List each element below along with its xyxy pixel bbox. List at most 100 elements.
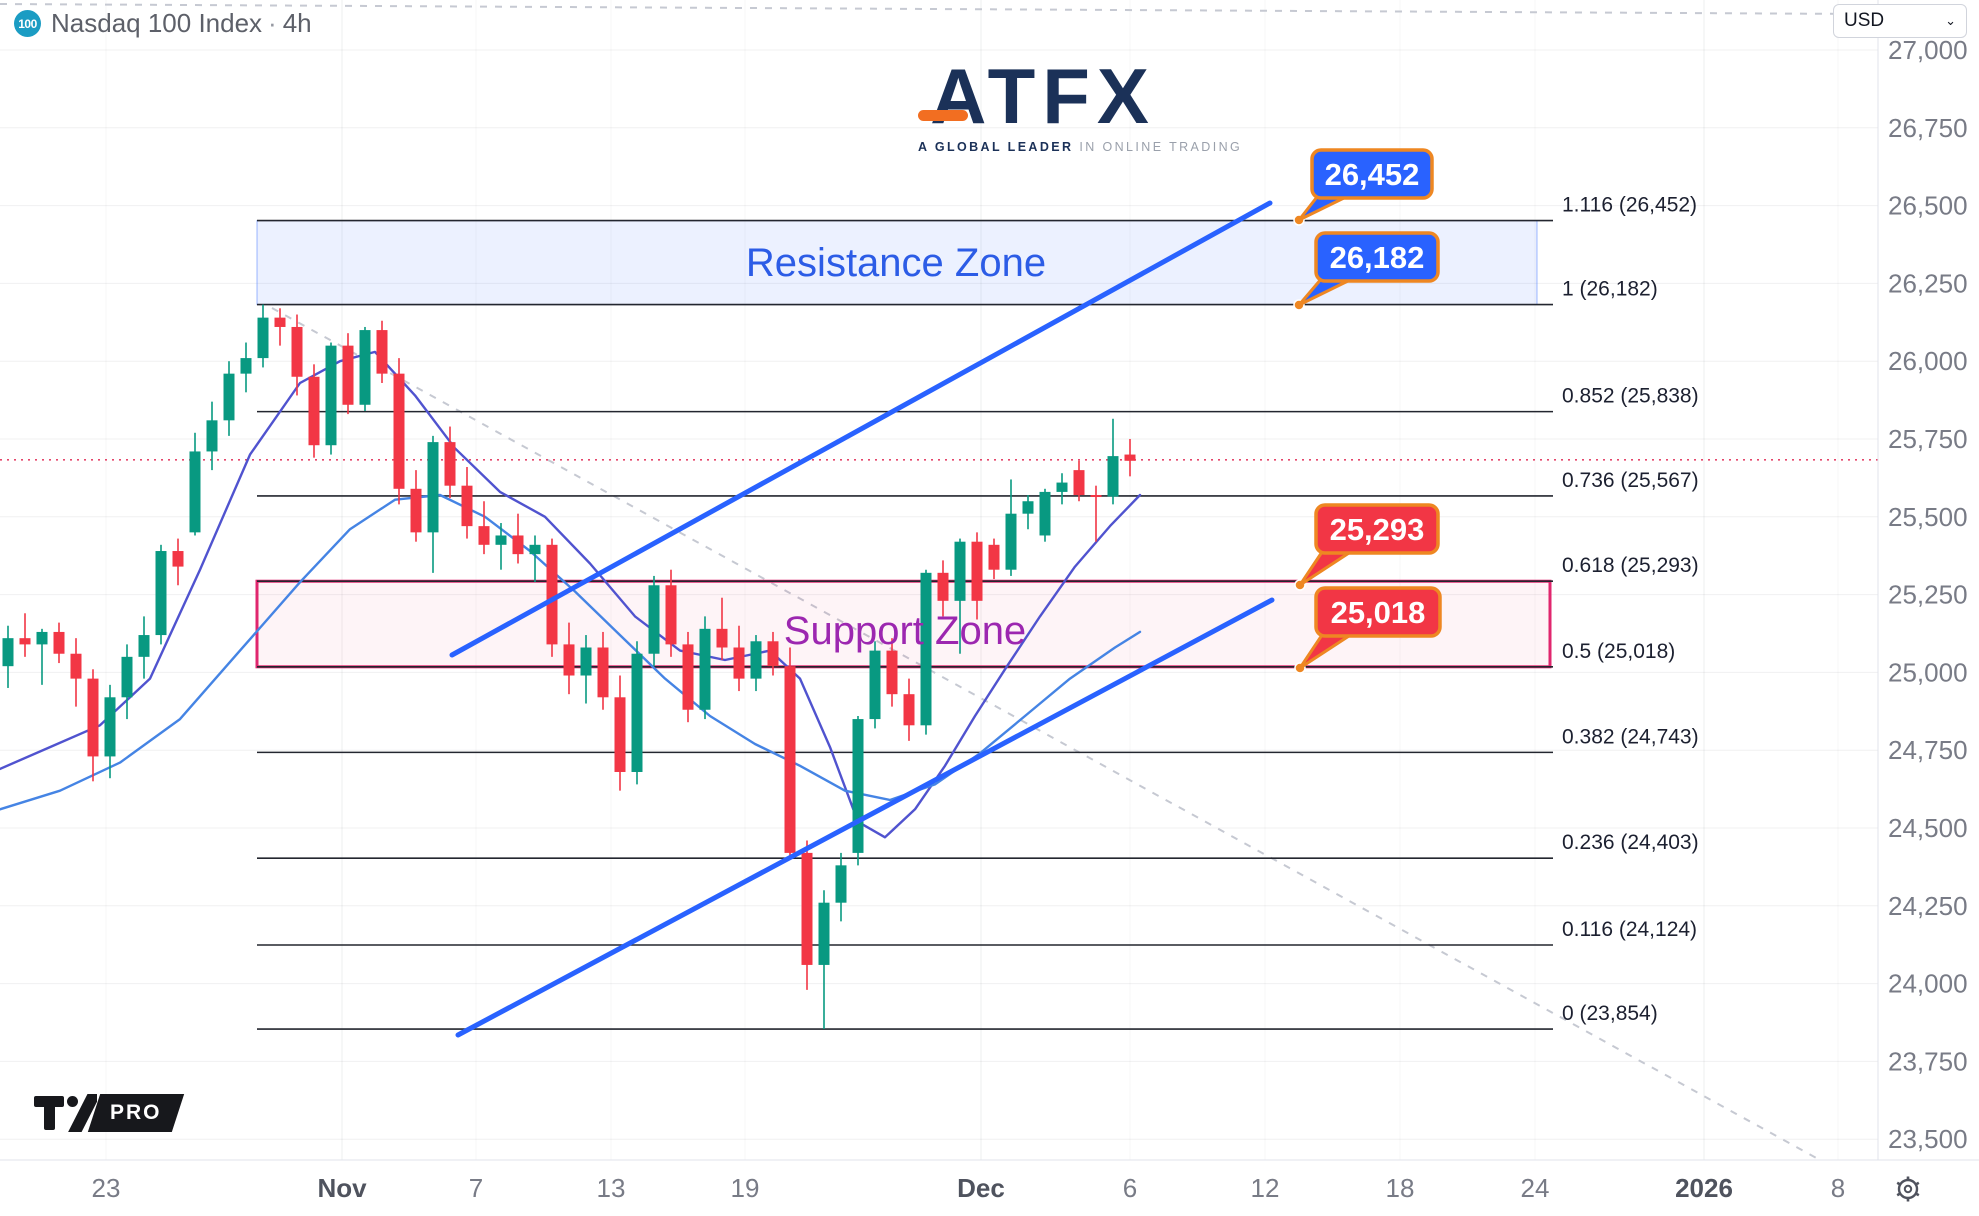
candle-body[interactable] — [580, 647, 592, 676]
candle-body[interactable] — [36, 631, 48, 645]
candle-body[interactable] — [886, 650, 898, 695]
fib-level-label: 0.618 (25,293) — [1562, 554, 1699, 577]
settings-gear-icon[interactable] — [1896, 1176, 1920, 1202]
candle-body[interactable] — [614, 697, 626, 772]
candle-body[interactable] — [189, 451, 201, 533]
candle-body[interactable] — [852, 719, 864, 853]
candle-body[interactable] — [257, 317, 269, 359]
candle-body[interactable] — [240, 358, 252, 374]
candle-body[interactable] — [478, 526, 490, 545]
candle-body[interactable] — [631, 653, 643, 772]
price-callout[interactable] — [1314, 586, 1442, 638]
dashed-trend-line[interactable] — [271, 307, 1821, 1161]
upper-channel-line[interactable] — [449, 200, 1273, 658]
candle-body[interactable] — [920, 572, 932, 726]
candle-body[interactable] — [1039, 491, 1051, 536]
candle-body[interactable] — [801, 852, 813, 965]
candle-body[interactable] — [172, 551, 184, 567]
candle-body[interactable] — [2, 638, 14, 667]
candle-body[interactable] — [835, 865, 847, 903]
candle-body[interactable] — [954, 541, 966, 601]
lower-channel-line[interactable] — [455, 597, 1275, 1038]
candle-body[interactable] — [716, 628, 728, 648]
currency-selector[interactable]: USD ⌄ — [1833, 4, 1967, 38]
candle-body[interactable] — [393, 373, 405, 489]
candle-body[interactable] — [1005, 513, 1017, 570]
candle-body[interactable] — [1073, 470, 1085, 496]
pro-badge: PRO — [87, 1094, 184, 1132]
candle-body[interactable] — [121, 656, 133, 698]
fib-level-label: 0.116 (24,124) — [1562, 918, 1697, 941]
candle-body[interactable] — [19, 638, 31, 645]
dashed-trend-line[interactable] — [0, 3, 1866, 15]
candle-body[interactable] — [308, 376, 320, 446]
candle-body[interactable] — [291, 326, 303, 377]
candle-body[interactable] — [206, 420, 218, 452]
candle-body[interactable] — [87, 678, 99, 757]
symbol-title[interactable]: Nasdaq 100 Index · 4h — [51, 8, 312, 39]
candle-body[interactable] — [1022, 501, 1034, 514]
candle-body[interactable] — [1090, 495, 1102, 498]
candle-body[interactable] — [223, 373, 235, 421]
candle-body[interactable] — [427, 442, 439, 533]
time-axis-label: 18 — [1386, 1173, 1415, 1203]
price-axis-label: 24,750 — [1888, 735, 1968, 765]
candle-body[interactable] — [784, 666, 796, 853]
fib-level-label: 1.116 (26,452) — [1562, 194, 1697, 217]
tradingview-watermark[interactable]: PRO — [34, 1094, 184, 1132]
time-axis-label: 2026 — [1675, 1173, 1733, 1203]
candle-body[interactable] — [529, 544, 541, 555]
fib-level-label: 0.5 (25,018) — [1562, 640, 1675, 663]
zone-label: Support Zone — [784, 609, 1026, 653]
candle-body[interactable] — [359, 330, 371, 405]
candle-body[interactable] — [767, 641, 779, 667]
fib-level-label: 0 (23,854) — [1562, 1002, 1658, 1025]
candle-body[interactable] — [53, 631, 65, 654]
candle-body[interactable] — [988, 544, 1000, 570]
price-axis-label: 26,000 — [1888, 346, 1968, 376]
time-axis-label: 12 — [1251, 1173, 1280, 1203]
candle-body[interactable] — [971, 541, 983, 601]
symbol-logo-icon: 100 — [14, 10, 41, 37]
candle-body[interactable] — [665, 585, 677, 645]
candle-body[interactable] — [410, 488, 422, 533]
price-callout[interactable] — [1314, 503, 1440, 555]
candle-body[interactable] — [70, 653, 82, 679]
candle-body[interactable] — [699, 628, 711, 710]
candle-body[interactable] — [1107, 456, 1119, 497]
candle-body[interactable] — [104, 697, 116, 757]
price-axis-label: 25,250 — [1888, 580, 1968, 610]
time-axis-label: 6 — [1123, 1173, 1137, 1203]
candle-body[interactable] — [903, 694, 915, 726]
price-axis-label: 27,000 — [1888, 35, 1968, 65]
candle-body[interactable] — [274, 317, 286, 327]
candle-body[interactable] — [750, 641, 762, 679]
candle-body[interactable] — [682, 644, 694, 710]
candle-body[interactable] — [818, 902, 830, 965]
price-callout[interactable] — [1314, 231, 1440, 283]
price-callout[interactable] — [1310, 148, 1434, 200]
candle-body[interactable] — [597, 647, 609, 698]
candle-body[interactable] — [512, 535, 524, 555]
atfx-logo-text: ATFX — [918, 56, 1168, 136]
candle-body[interactable] — [546, 544, 558, 645]
candle-body[interactable] — [155, 551, 167, 636]
candle-body[interactable] — [495, 535, 507, 545]
candle-body[interactable] — [138, 635, 150, 657]
candle-body[interactable] — [325, 345, 337, 446]
fib-level-label: 0.852 (25,838) — [1562, 385, 1699, 408]
candle-body[interactable] — [937, 572, 949, 601]
candle-body[interactable] — [444, 442, 456, 486]
candle-body[interactable] — [376, 330, 388, 374]
price-axis-label: 24,500 — [1888, 813, 1968, 843]
candle-body[interactable] — [461, 485, 473, 527]
candle-body[interactable] — [1124, 454, 1136, 461]
candle-body[interactable] — [648, 585, 660, 654]
candle-body[interactable] — [869, 650, 881, 720]
price-axis-label: 25,750 — [1888, 424, 1968, 454]
candle-body[interactable] — [733, 647, 745, 679]
candle-body[interactable] — [563, 644, 575, 676]
candle-body[interactable] — [1056, 482, 1068, 492]
candle-body[interactable] — [342, 345, 354, 405]
